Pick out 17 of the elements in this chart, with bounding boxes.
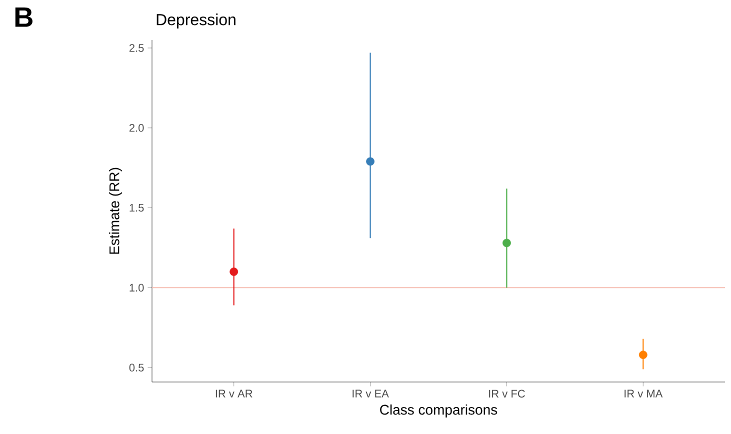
y-tick-label: 1.5 [130, 204, 144, 212]
text: B [15, 8, 32, 27]
y-tick-label: 2.0 [129, 124, 144, 132]
chart-title: Depression [156, 14, 236, 28]
y-tick-label: 1.0 [130, 284, 144, 292]
x-tick-label: IR v EA [352, 390, 389, 398]
y-tick-label: 0.5 [129, 364, 144, 372]
x-axis-title: Class comparisons [380, 404, 498, 418]
y-tick-label: 2.5 [129, 44, 144, 52]
x-tick-label: IR v AR [216, 390, 252, 398]
point [638, 350, 648, 360]
point [366, 157, 374, 166]
x-tick-label: IR v FC [489, 390, 525, 398]
point [502, 238, 511, 248]
point [230, 268, 238, 276]
y-axis-title: Estimate (RR) [108, 168, 122, 254]
x-tick-label: IR v MA [624, 390, 663, 398]
